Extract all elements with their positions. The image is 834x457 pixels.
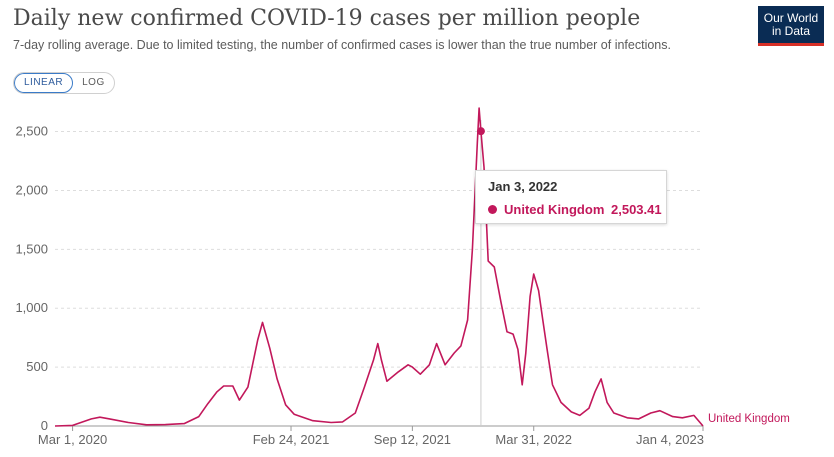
tooltip-date: Jan 3, 2022 (488, 179, 558, 194)
tooltip-series-name: United Kingdom (504, 202, 605, 217)
y-tick-label: 2,500 (15, 124, 48, 139)
series-end-label[interactable]: United Kingdom (708, 413, 790, 425)
y-tick-label: 500 (26, 359, 48, 374)
chart-title: Daily new confirmed COVID-19 cases per m… (13, 6, 641, 31)
series-line-united-kingdom (54, 107, 704, 427)
y-tick-label: 0 (41, 418, 48, 433)
owid-logo[interactable]: Our World in Data (758, 6, 824, 46)
scale-toggle: LINEAR LOG (13, 72, 115, 94)
log-scale-button[interactable]: LOG (82, 77, 105, 88)
logo-line-1: Our World (763, 11, 819, 25)
highlight-point (476, 127, 485, 136)
linear-scale-button[interactable]: LINEAR (14, 73, 74, 93)
x-tick-label: Mar 31, 2022 (495, 432, 572, 447)
series-dot-icon (488, 205, 497, 214)
chart-subtitle: 7-day rolling average. Due to limited te… (13, 38, 671, 52)
logo-line-2: in Data (771, 24, 811, 38)
x-tick-label: Jan 4, 2023 (636, 432, 704, 447)
tooltip-value: 2,503.41 (611, 202, 662, 217)
hover-tooltip: Jan 3, 2022 United Kingdom 2,503.41 (475, 170, 667, 224)
logo-stripe (758, 43, 824, 46)
y-tick-label: 2,000 (15, 182, 48, 197)
tooltip-series-row: United Kingdom (488, 202, 604, 217)
x-tick-label: Mar 1, 2020 (38, 432, 107, 447)
y-tick-label: 1,000 (15, 300, 48, 315)
y-tick-label: 1,500 (15, 241, 48, 256)
x-tick-label: Sep 12, 2021 (374, 432, 451, 447)
x-tick-label: Feb 24, 2021 (253, 432, 330, 447)
